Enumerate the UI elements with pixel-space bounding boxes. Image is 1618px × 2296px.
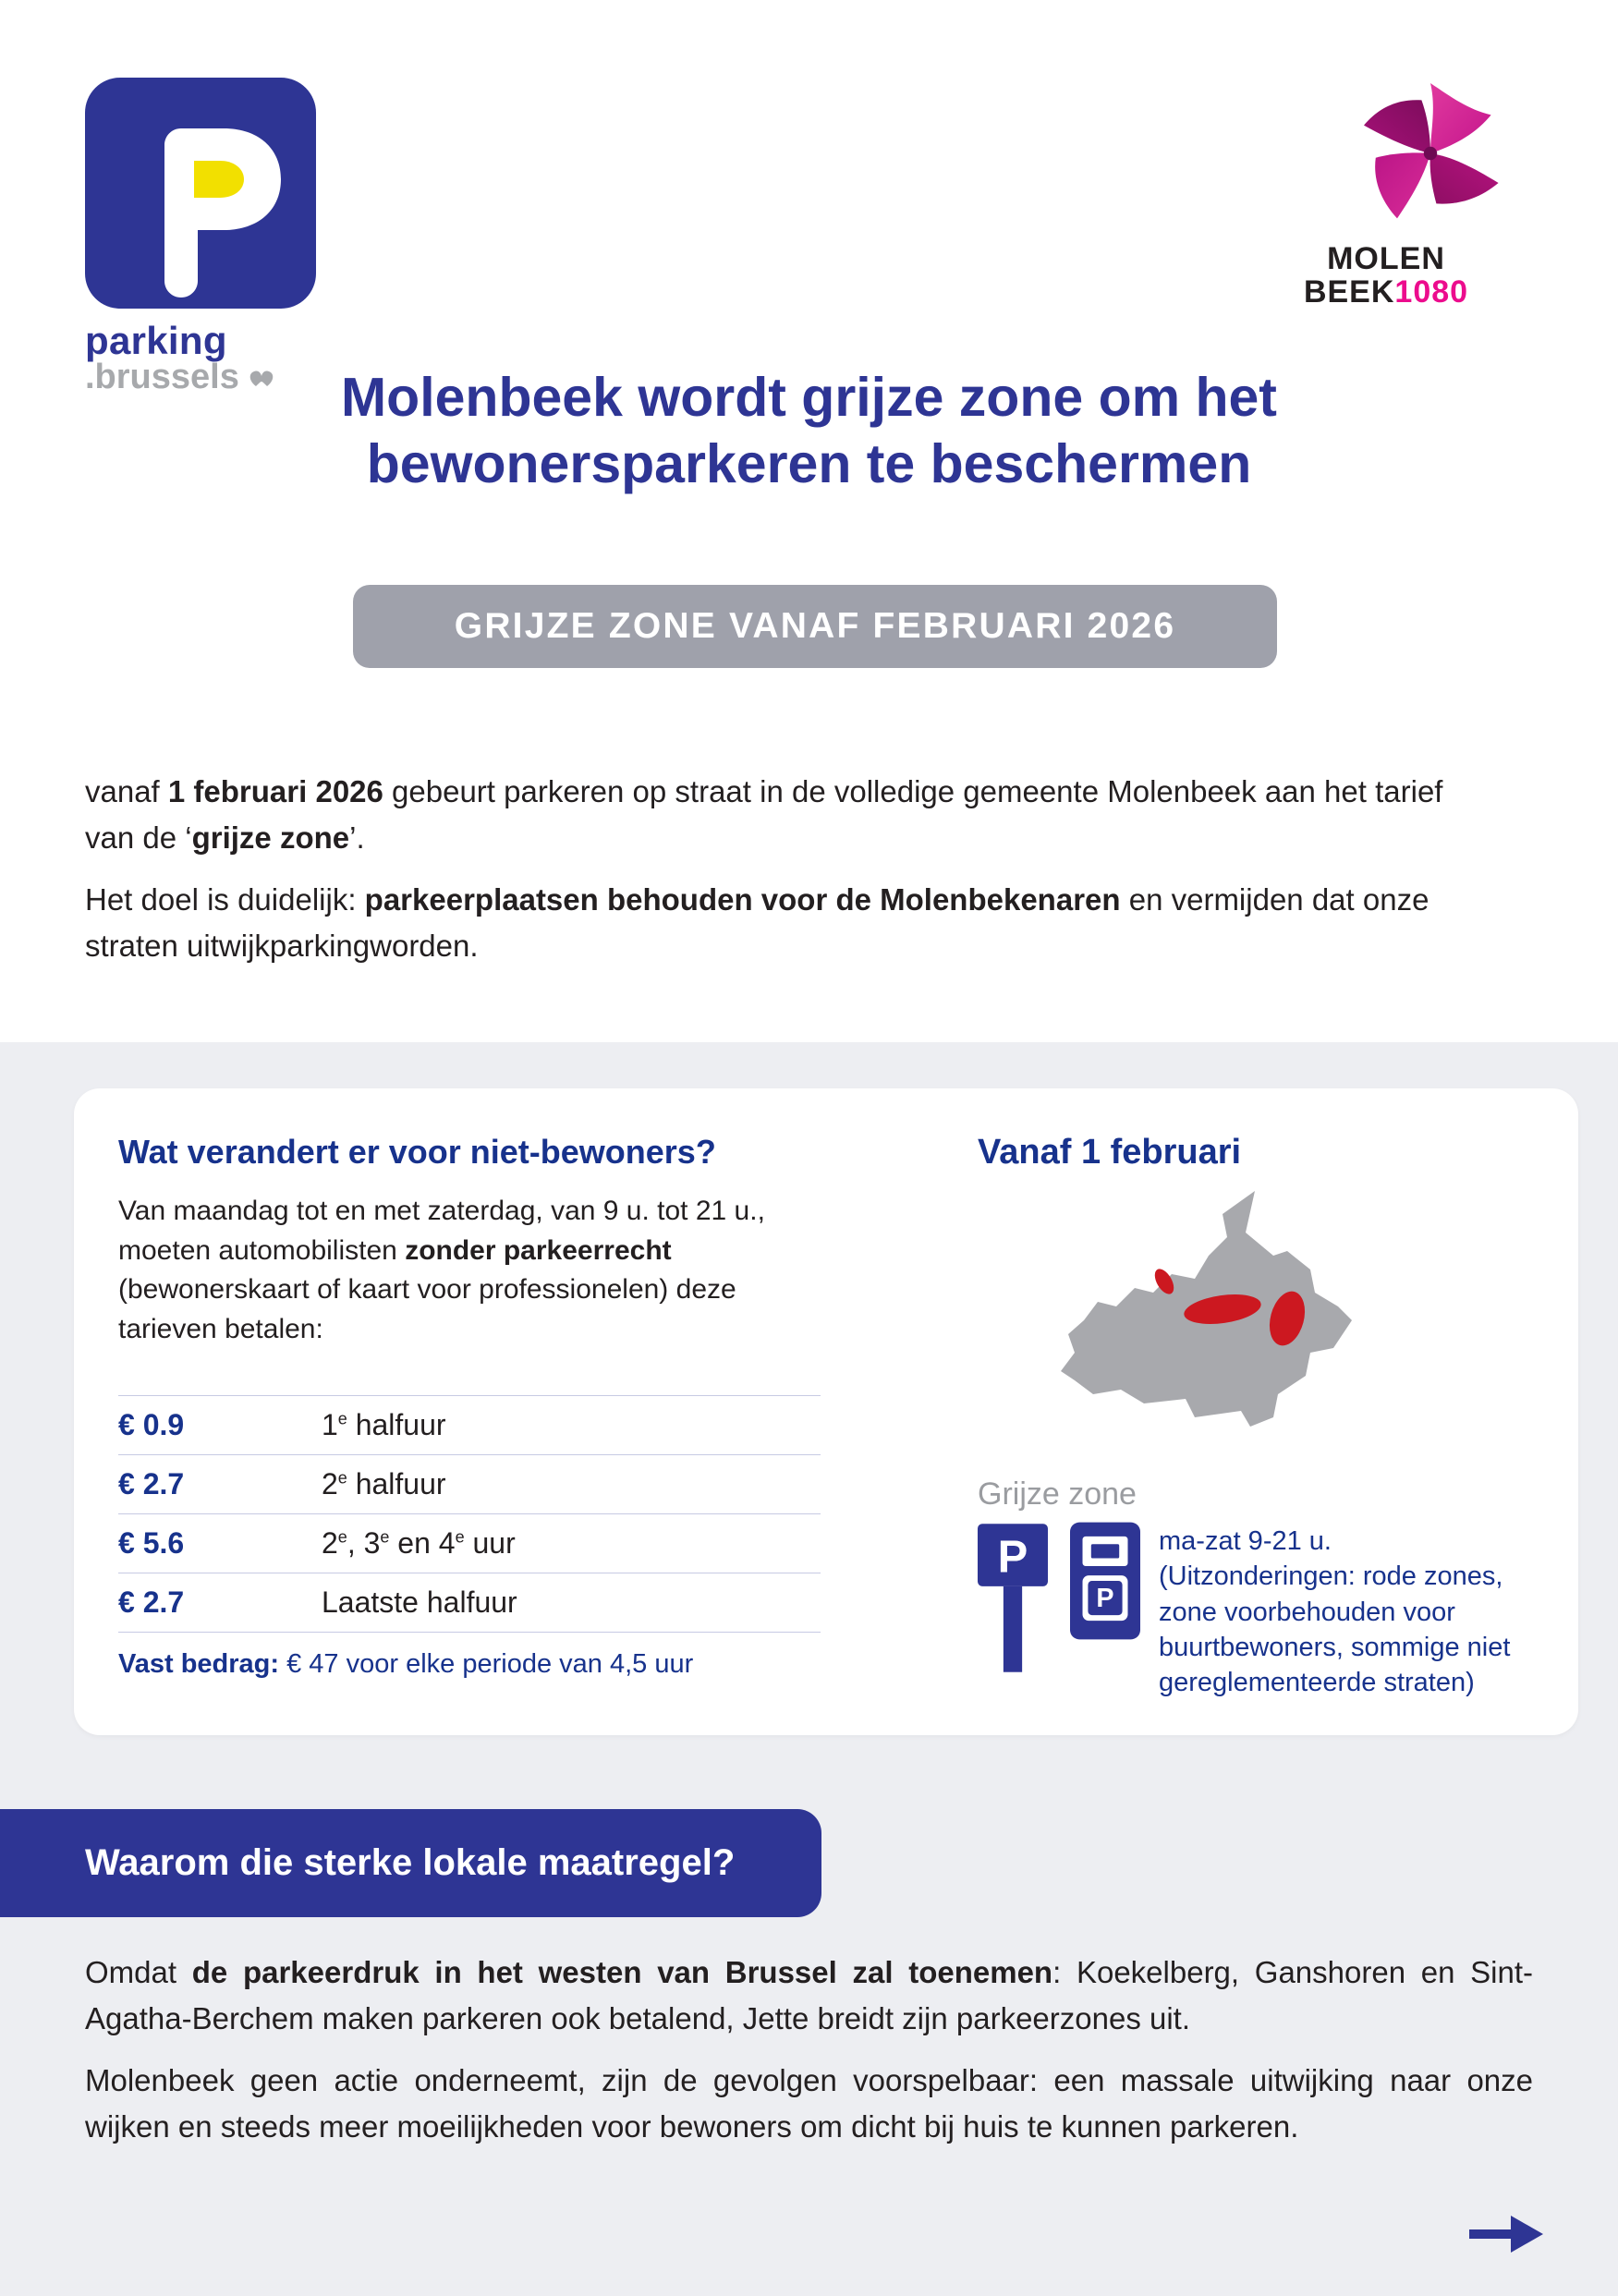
svg-text:P: P <box>998 1533 1028 1583</box>
svg-text:P: P <box>1096 1584 1113 1613</box>
